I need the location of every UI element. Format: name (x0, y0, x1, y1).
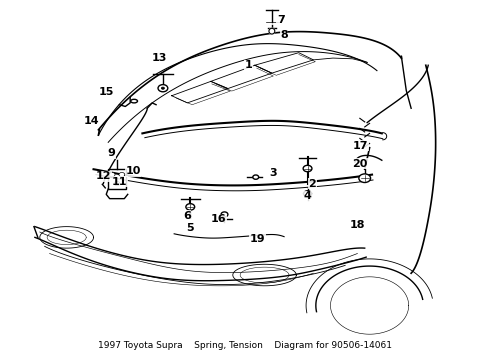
Circle shape (119, 172, 125, 177)
Text: 5: 5 (186, 224, 194, 233)
Text: 8: 8 (280, 30, 288, 40)
Circle shape (109, 172, 115, 177)
Bar (108, 169, 126, 189)
Text: 15: 15 (98, 87, 114, 97)
Circle shape (303, 165, 312, 172)
Text: 10: 10 (125, 166, 141, 176)
Circle shape (253, 175, 259, 179)
Text: 1: 1 (245, 60, 253, 70)
Circle shape (359, 174, 370, 183)
Circle shape (304, 191, 312, 197)
Ellipse shape (269, 28, 275, 34)
Text: 3: 3 (270, 168, 277, 178)
Text: 4: 4 (304, 191, 312, 201)
Text: 14: 14 (84, 116, 99, 126)
Text: 19: 19 (250, 234, 266, 244)
Circle shape (158, 85, 168, 92)
Ellipse shape (131, 99, 138, 103)
Text: 13: 13 (152, 53, 168, 63)
Text: 20: 20 (352, 159, 368, 169)
Text: 7: 7 (277, 15, 285, 26)
Text: 1997 Toyota Supra    Spring, Tension    Diagram for 90506-14061: 1997 Toyota Supra Spring, Tension Diagra… (98, 341, 392, 350)
Text: 16: 16 (211, 215, 226, 224)
Text: 18: 18 (350, 220, 366, 230)
Circle shape (161, 87, 164, 89)
Circle shape (186, 204, 195, 210)
Text: 11: 11 (112, 177, 127, 187)
Text: 2: 2 (309, 179, 316, 189)
Text: 6: 6 (183, 211, 191, 221)
Text: 17: 17 (352, 141, 368, 151)
Circle shape (114, 181, 120, 186)
Text: 9: 9 (107, 148, 115, 158)
Circle shape (221, 212, 228, 217)
Text: 12: 12 (96, 171, 111, 181)
